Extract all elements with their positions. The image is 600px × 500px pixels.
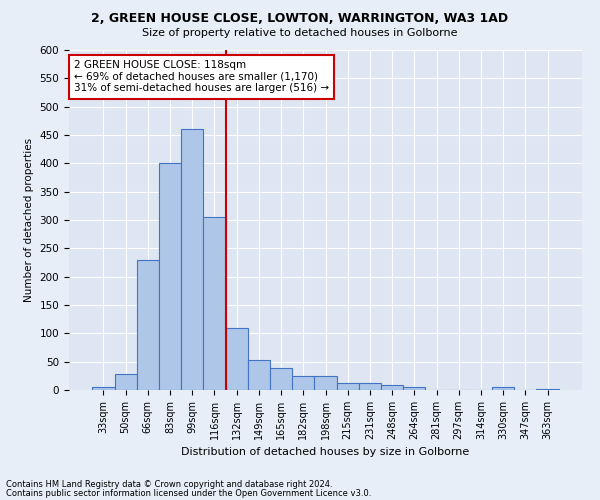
Bar: [403, 387, 425, 390]
Text: 2 GREEN HOUSE CLOSE: 118sqm
← 69% of detached houses are smaller (1,170)
31% of : 2 GREEN HOUSE CLOSE: 118sqm ← 69% of det…: [74, 60, 329, 94]
Bar: [115, 374, 137, 390]
Bar: [536, 389, 559, 390]
Bar: [492, 387, 514, 390]
X-axis label: Distribution of detached houses by size in Golborne: Distribution of detached houses by size …: [181, 448, 470, 458]
Bar: [181, 130, 203, 390]
Text: Size of property relative to detached houses in Golborne: Size of property relative to detached ho…: [142, 28, 458, 38]
Text: Contains public sector information licensed under the Open Government Licence v3: Contains public sector information licen…: [6, 489, 371, 498]
Text: 2, GREEN HOUSE CLOSE, LOWTON, WARRINGTON, WA3 1AD: 2, GREEN HOUSE CLOSE, LOWTON, WARRINGTON…: [91, 12, 509, 26]
Bar: [337, 382, 359, 390]
Bar: [159, 164, 181, 390]
Bar: [92, 387, 115, 390]
Bar: [314, 376, 337, 390]
Y-axis label: Number of detached properties: Number of detached properties: [24, 138, 34, 302]
Bar: [203, 217, 226, 390]
Bar: [359, 382, 381, 390]
Bar: [137, 260, 159, 390]
Bar: [292, 376, 314, 390]
Bar: [248, 360, 270, 390]
Text: Contains HM Land Registry data © Crown copyright and database right 2024.: Contains HM Land Registry data © Crown c…: [6, 480, 332, 489]
Bar: [381, 386, 403, 390]
Bar: [270, 368, 292, 390]
Bar: [226, 328, 248, 390]
